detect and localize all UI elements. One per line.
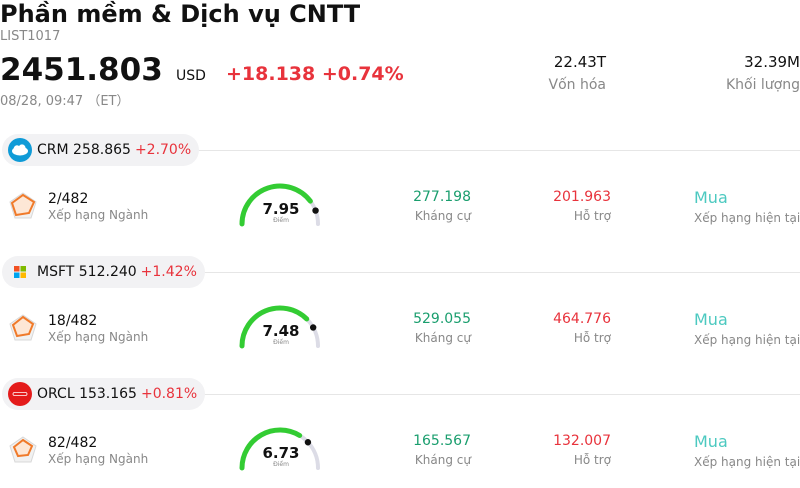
score-label: Điểm (273, 217, 289, 224)
score-value: 7.48 (262, 322, 300, 340)
gauge-marker (309, 324, 317, 331)
rank-pentagon-icon (9, 314, 37, 341)
resistance-value: 277.198 (413, 189, 471, 205)
industry-rank-label: Xếp hạng Ngành (48, 330, 149, 344)
resistance-value: 165.567 (413, 433, 471, 449)
currency-label: USD (176, 68, 206, 84)
industry-rank-value: 18/482 (48, 313, 98, 329)
rating-value: Mua (694, 432, 728, 451)
rating-label: Xếp hạng hiện tại (694, 211, 800, 225)
ticker-price: CRM 258.865 (37, 142, 131, 158)
score-gauge (239, 427, 320, 471)
score-value: 7.95 (262, 200, 300, 218)
score-label: Điểm (273, 461, 289, 468)
rank-pentagon-icon (9, 436, 37, 463)
ticker-price: ORCL 153.165 (37, 386, 137, 402)
score-value: 6.73 (262, 444, 300, 462)
rating-value: Mua (694, 310, 728, 329)
rating-value: Mua (694, 188, 728, 207)
rank-pentagon-icon (9, 192, 37, 219)
gauge-fill (239, 183, 313, 227)
row-divider (198, 394, 800, 395)
index-change: +18.138 +0.74% (226, 63, 404, 85)
support-label: Hỗ trợ (573, 453, 611, 467)
volume-label: Khối lượng (725, 77, 800, 93)
volume-value: 32.39M (744, 53, 800, 71)
timestamp: 08/28, 09:47 （ET） (0, 94, 130, 109)
gauge-marker (304, 439, 312, 446)
rating-label: Xếp hạng hiện tại (694, 455, 800, 469)
salesforce-cloud-icon (8, 138, 32, 162)
market-cap-label: Vốn hóa (548, 77, 606, 93)
stock-pill-crm[interactable]: CRM 258.865 +2.70% (2, 134, 200, 166)
oracle-logo-icon (8, 382, 32, 406)
resistance-label: Kháng cự (414, 209, 471, 223)
index-price: 2451.803 (0, 52, 163, 88)
resistance-label: Kháng cự (414, 331, 471, 345)
support-label: Hỗ trợ (573, 209, 611, 223)
industry-rank-value: 2/482 (48, 191, 89, 207)
row-divider (198, 150, 800, 151)
stock-pill-orcl[interactable]: ORCL 153.165 +0.81% (2, 378, 206, 410)
rating-label: Xếp hạng hiện tại (694, 333, 800, 347)
ticker-change: +2.70% (134, 142, 192, 158)
score-gauge (239, 305, 320, 349)
industry-rank-label: Xếp hạng Ngành (48, 208, 149, 222)
index-code: LIST1017 (0, 29, 61, 44)
score-label: Điểm (273, 339, 289, 346)
gauge-marker (312, 207, 319, 214)
resistance-value: 529.055 (413, 311, 471, 327)
gauge-fill (239, 305, 310, 349)
row-divider (198, 272, 800, 273)
score-gauge (239, 183, 320, 227)
ticker-change: +1.42% (140, 264, 197, 280)
ticker-change: +0.81% (140, 386, 198, 402)
gauge-fill (239, 427, 303, 471)
page-title: Phần mềm & Dịch vụ CNTT (0, 0, 361, 28)
industry-rank-value: 82/482 (48, 435, 98, 451)
ticker-price: MSFT 512.240 (37, 264, 137, 280)
microsoft-windows-icon (8, 260, 32, 284)
resistance-label: Kháng cự (414, 453, 471, 467)
support-value: 464.776 (553, 311, 611, 327)
support-value: 201.963 (553, 189, 611, 205)
support-label: Hỗ trợ (573, 331, 611, 345)
stock-pill-msft[interactable]: MSFT 512.240 +1.42% (2, 256, 205, 288)
market-cap-value: 22.43T (553, 53, 606, 71)
industry-rank-label: Xếp hạng Ngành (48, 452, 149, 466)
support-value: 132.007 (553, 433, 611, 449)
